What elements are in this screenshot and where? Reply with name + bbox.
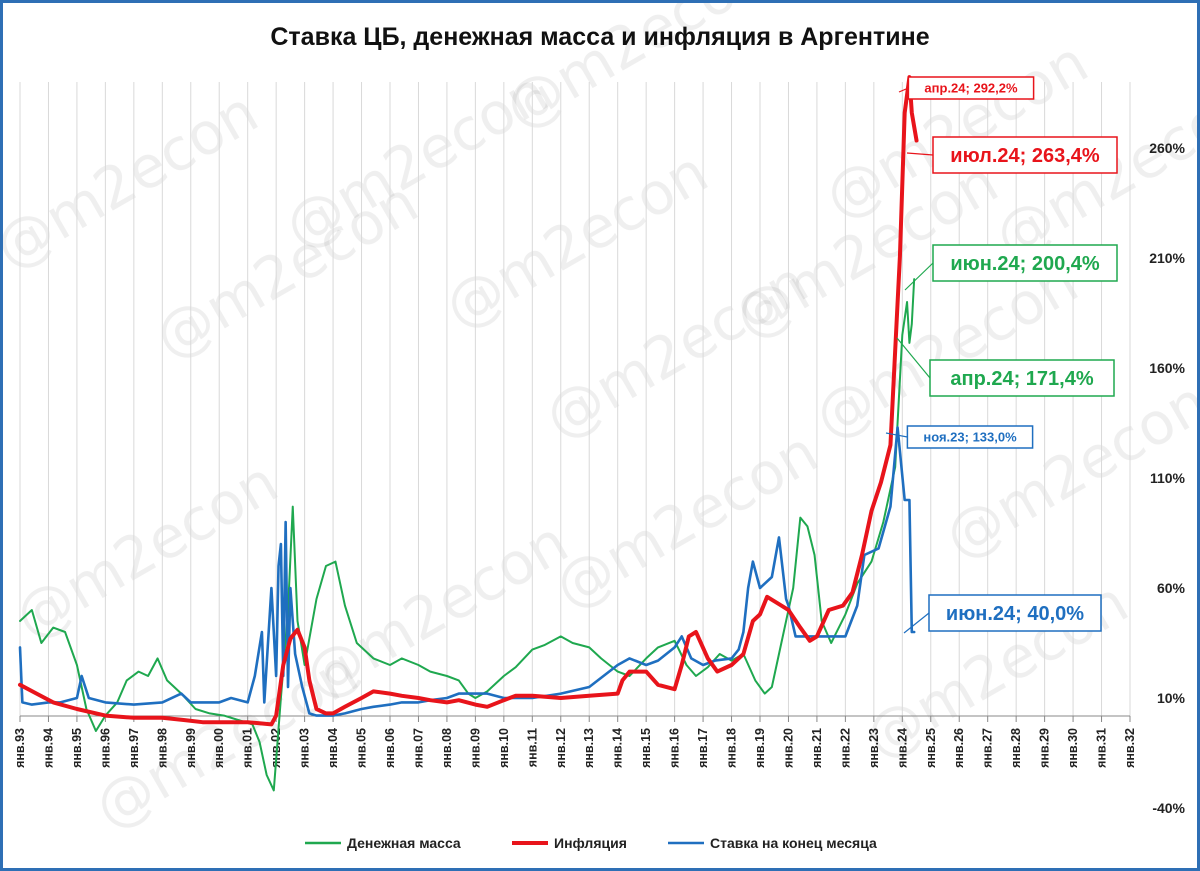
x-tick-label: янв.07	[411, 728, 425, 768]
callout-label: июл.24; 263,4%	[950, 145, 1100, 167]
x-tick-label: янв.15	[639, 728, 653, 768]
x-tick-label: янв.19	[753, 728, 767, 768]
x-tick-label: янв.97	[127, 728, 141, 768]
y-tick-label: 10%	[1157, 690, 1186, 706]
chart-title: Ставка ЦБ, денежная масса и инфляция в А…	[270, 23, 929, 51]
x-tick-label: янв.01	[241, 728, 255, 768]
callout-label: июн.24; 200,4%	[950, 253, 1100, 275]
x-tick-label: янв.12	[554, 728, 568, 768]
x-tick-label: янв.20	[781, 728, 795, 768]
y-tick-label: 260%	[1149, 140, 1185, 156]
y-tick-label: 160%	[1149, 360, 1185, 376]
chart-svg: @m2econ @m2econ@m2econ @m2econ@m2econ@m2ec…	[3, 3, 1197, 851]
x-tick-label: янв.03	[298, 728, 312, 768]
callout-leader	[898, 87, 909, 93]
callout-label: апр.24; 292,2%	[924, 81, 1018, 96]
callout-box	[906, 425, 1034, 449]
x-tick-label: янв.17	[696, 728, 710, 768]
x-tick-label: янв.06	[383, 728, 397, 768]
x-tick-label: янв.99	[184, 728, 198, 768]
callout-box	[928, 594, 1102, 632]
gridlines	[19, 82, 1131, 716]
x-tick-label: янв.93	[13, 728, 27, 768]
callout-label: апр.24; 171,4%	[950, 368, 1093, 390]
x-tick-label: янв.00	[212, 728, 226, 768]
callout: апр.24; 292,2%	[898, 76, 1035, 100]
x-tick-label: янв.21	[810, 728, 824, 768]
x-tick-label: янв.27	[981, 728, 995, 768]
x-tick-label: янв.98	[155, 728, 169, 768]
callout-box	[932, 244, 1118, 282]
x-tick-label: янв.24	[895, 728, 909, 768]
x-tick-label: янв.13	[582, 728, 596, 768]
x-tick-label: янв.04	[326, 728, 340, 768]
x-axis: янв.93 янв.94 янв.95 янв.96 янв.97 янв.98 янв.…	[13, 715, 1137, 768]
y-tick-label: 110%	[1150, 470, 1186, 486]
watermark-text: @m2econ	[3, 448, 289, 652]
x-tick-label: янв.23	[867, 728, 881, 768]
x-tick-label: янв.30	[1066, 728, 1080, 768]
x-tick-label: янв.28	[1009, 728, 1023, 768]
x-tick-label: янв.05	[355, 728, 369, 768]
callout-label: июн.24; 40,0%	[946, 603, 1084, 625]
x-tick-label: янв.10	[497, 728, 511, 768]
x-tick-label: янв.26	[952, 728, 966, 768]
legend-label: Ставка на конец месяца	[710, 835, 877, 851]
series-line-inflation	[18, 75, 919, 727]
legend-label: Денежная масса	[347, 835, 461, 851]
x-tick-label: янв.96	[98, 728, 112, 768]
series-layer	[18, 75, 919, 792]
x-tick-label: янв.95	[70, 728, 84, 768]
callout-leader	[885, 432, 908, 438]
callout-box	[907, 76, 1035, 100]
callout: июн.24; 40,0%	[903, 594, 1102, 634]
x-tick-label: янв.14	[611, 728, 625, 768]
legend-label: Инфляция	[554, 835, 627, 851]
x-tick-label: янв.29	[1038, 728, 1052, 768]
x-tick-label: янв.94	[41, 728, 55, 768]
x-tick-label: янв.22	[838, 728, 852, 768]
callout-leader	[906, 152, 934, 156]
watermark-text: @m2econ	[3, 78, 269, 282]
callout-leader	[904, 262, 934, 291]
callout-box	[932, 136, 1118, 174]
callout: ноя.23; 133,0%	[885, 425, 1034, 449]
y-axis: -40% 10% 60% 110% 160% 210% 260%	[1149, 140, 1185, 816]
callout-label: ноя.23; 133,0%	[923, 430, 1017, 445]
legend: Денежная масса Инфляция Ставка на конец ме…	[305, 835, 877, 851]
x-tick-label: янв.25	[924, 728, 938, 768]
x-tick-label: янв.08	[440, 728, 454, 768]
callout-box	[929, 359, 1115, 397]
callout: апр.24; 171,4%	[896, 337, 1115, 397]
x-tick-label: янв.31	[1095, 728, 1109, 768]
callout: июн.24; 200,4%	[904, 244, 1118, 291]
x-tick-label: янв.09	[468, 728, 482, 768]
y-tick-label: -40%	[1152, 800, 1185, 816]
callout-leader	[896, 337, 931, 379]
callout: июл.24; 263,4%	[906, 136, 1118, 174]
y-tick-label: 60%	[1157, 580, 1186, 596]
x-tick-label: янв.32	[1123, 728, 1137, 768]
x-tick-label: янв.16	[668, 728, 682, 768]
x-tick-label: янв.18	[725, 728, 739, 768]
x-tick-label: янв.11	[525, 728, 539, 767]
annotations: апр.24; 292,2% июл.24; 263,4% июн.24; 200,…	[885, 76, 1118, 634]
callout-leader	[903, 612, 930, 634]
y-tick-label: 210%	[1149, 250, 1185, 266]
